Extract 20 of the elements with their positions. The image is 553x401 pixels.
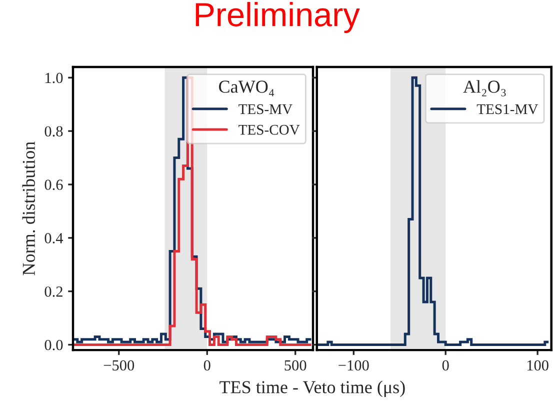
legend-title: CaWO₄ (219, 80, 274, 96)
x-tick-label: −500 (104, 360, 134, 371)
y-tick-label: 0.0 (44, 340, 63, 350)
x-tick-label: 100 (527, 360, 548, 371)
legend-title: Al₂O₃ (463, 80, 506, 96)
x-tick-label: 0 (204, 360, 210, 371)
y-tick-label: 0.8 (44, 126, 63, 137)
y-axis-title: Norm. distribution (22, 142, 36, 276)
legend-label: TES-MV (238, 104, 292, 114)
chart-title: Preliminary (196, 2, 360, 34)
x-tick-label: −100 (338, 360, 369, 371)
y-tick-label: 0.2 (44, 286, 62, 297)
x-tick-label: 0 (442, 360, 449, 371)
x-axis-title: TES time - Veto time (μs) (220, 380, 405, 397)
y-tick-label: 0.6 (44, 180, 63, 190)
legend-label: TES1-MV (476, 104, 538, 114)
y-tick-label: 1.0 (46, 72, 63, 84)
legend-label: TES-COV (238, 124, 300, 135)
y-tick-label: 0.4 (44, 233, 64, 244)
x-tick-label: 500 (284, 360, 306, 371)
